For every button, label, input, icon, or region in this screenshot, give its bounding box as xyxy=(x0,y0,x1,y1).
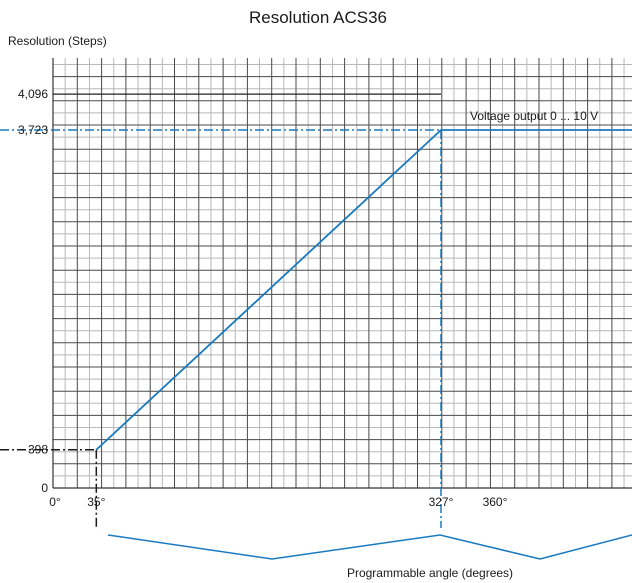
series-line xyxy=(95,129,632,451)
tick-labels: 0 398 3,723 4,096 0° 35° 327° 360° xyxy=(18,87,508,509)
chart-title: Resolution ACS36 xyxy=(249,8,387,27)
y-tick-label: 4,096 xyxy=(18,87,48,101)
voltage-output-annotation: Voltage output 0 ... 10 V xyxy=(470,109,598,123)
y-axis-label: Resolution (Steps) xyxy=(8,34,107,48)
reference-lines xyxy=(0,129,442,528)
x-tick-label: 360° xyxy=(483,495,508,509)
y-tick-label: 0 xyxy=(41,481,48,495)
x-tick-label: 327° xyxy=(429,495,454,509)
range-brace xyxy=(107,534,632,560)
x-tick-label: 0° xyxy=(49,495,61,509)
x-axis-label: Programmable angle (degrees) xyxy=(347,566,513,580)
series-layer xyxy=(95,129,632,451)
y-tick-label: 398 xyxy=(28,443,48,457)
x-tick-label: 35° xyxy=(87,495,105,509)
y-tick-label: 3,723 xyxy=(18,123,48,137)
